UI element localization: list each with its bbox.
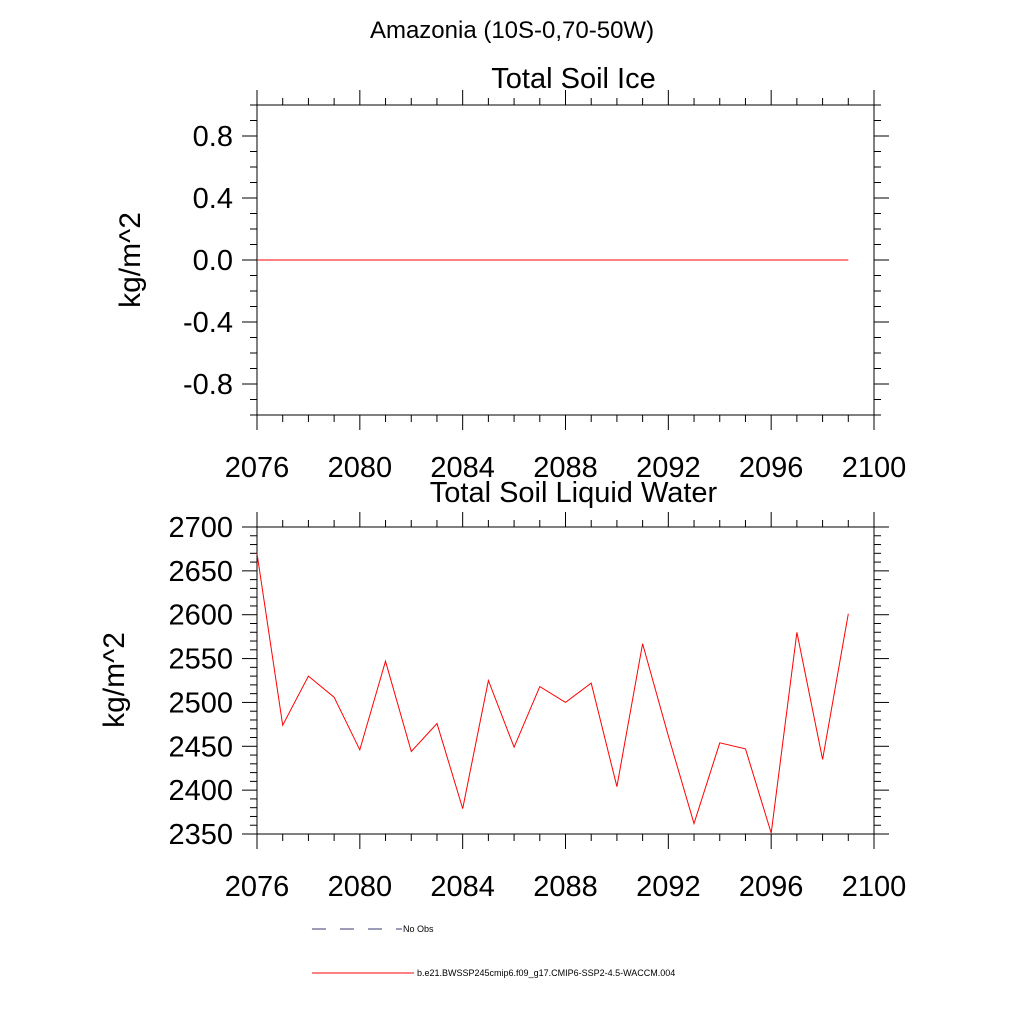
y-axis-label: kg/m^2 — [114, 212, 147, 308]
legend-swatches — [312, 928, 414, 974]
panel-title: Total Soil Ice — [491, 63, 655, 95]
x-tick-label: 2096 — [739, 871, 804, 903]
x-tick-label: 2084 — [430, 452, 495, 484]
x-tick-label: 2084 — [430, 871, 495, 903]
y-tick-label: 2550 — [168, 644, 233, 676]
x-tick-label: 2080 — [328, 452, 393, 484]
x-tick-label: 2088 — [533, 871, 598, 903]
panel-title: Total Soil Liquid Water — [430, 477, 718, 509]
legend-label-model-run: b.e21.BWSSP245cmip6.f09_g17.CMIP6-SSP2-4… — [417, 968, 676, 978]
y-tick-label: 0.0 — [193, 245, 233, 277]
y-tick-label: 0.4 — [193, 183, 233, 215]
y-tick-label: 2450 — [168, 731, 233, 763]
x-tick-label: 2076 — [225, 452, 290, 484]
x-tick-label: 2100 — [842, 452, 907, 484]
y-tick-label: 2650 — [168, 556, 233, 588]
x-tick-label: 2100 — [842, 871, 907, 903]
x-tick-label: 2088 — [533, 452, 598, 484]
legend-label-no-obs: No Obs — [403, 924, 434, 934]
y-tick-label: 2700 — [168, 512, 233, 544]
y-tick-label: 2600 — [168, 600, 233, 632]
plot-frame — [256, 526, 875, 835]
y-tick-label: -0.4 — [183, 307, 233, 339]
figure-title: Amazonia (10S-0,70-50W) — [369, 17, 655, 44]
series-line — [256, 553, 849, 834]
panel-total-soil-liquid-water: Total Soil Liquid Water kg/m^2 2076 2080 208… — [98, 477, 906, 903]
y-tick-label: 2350 — [168, 819, 233, 851]
y-tick-label: 0.8 — [193, 121, 233, 153]
y-tick-label: 2400 — [168, 775, 233, 807]
panel-total-soil-ice: Total Soil Ice kg/m^2 2076 2080 2084 2088 2092… — [114, 63, 906, 484]
x-tick-label: 2076 — [225, 871, 290, 903]
x-tick-label: 2092 — [636, 871, 701, 903]
x-tick-label: 2096 — [739, 452, 804, 484]
x-tick-label: 2092 — [636, 452, 701, 484]
y-tick-label: 2500 — [168, 687, 233, 719]
x-tick-label: 2080 — [328, 871, 393, 903]
y-axis-label: kg/m^2 — [98, 632, 131, 728]
y-tick-label: -0.8 — [183, 369, 233, 401]
